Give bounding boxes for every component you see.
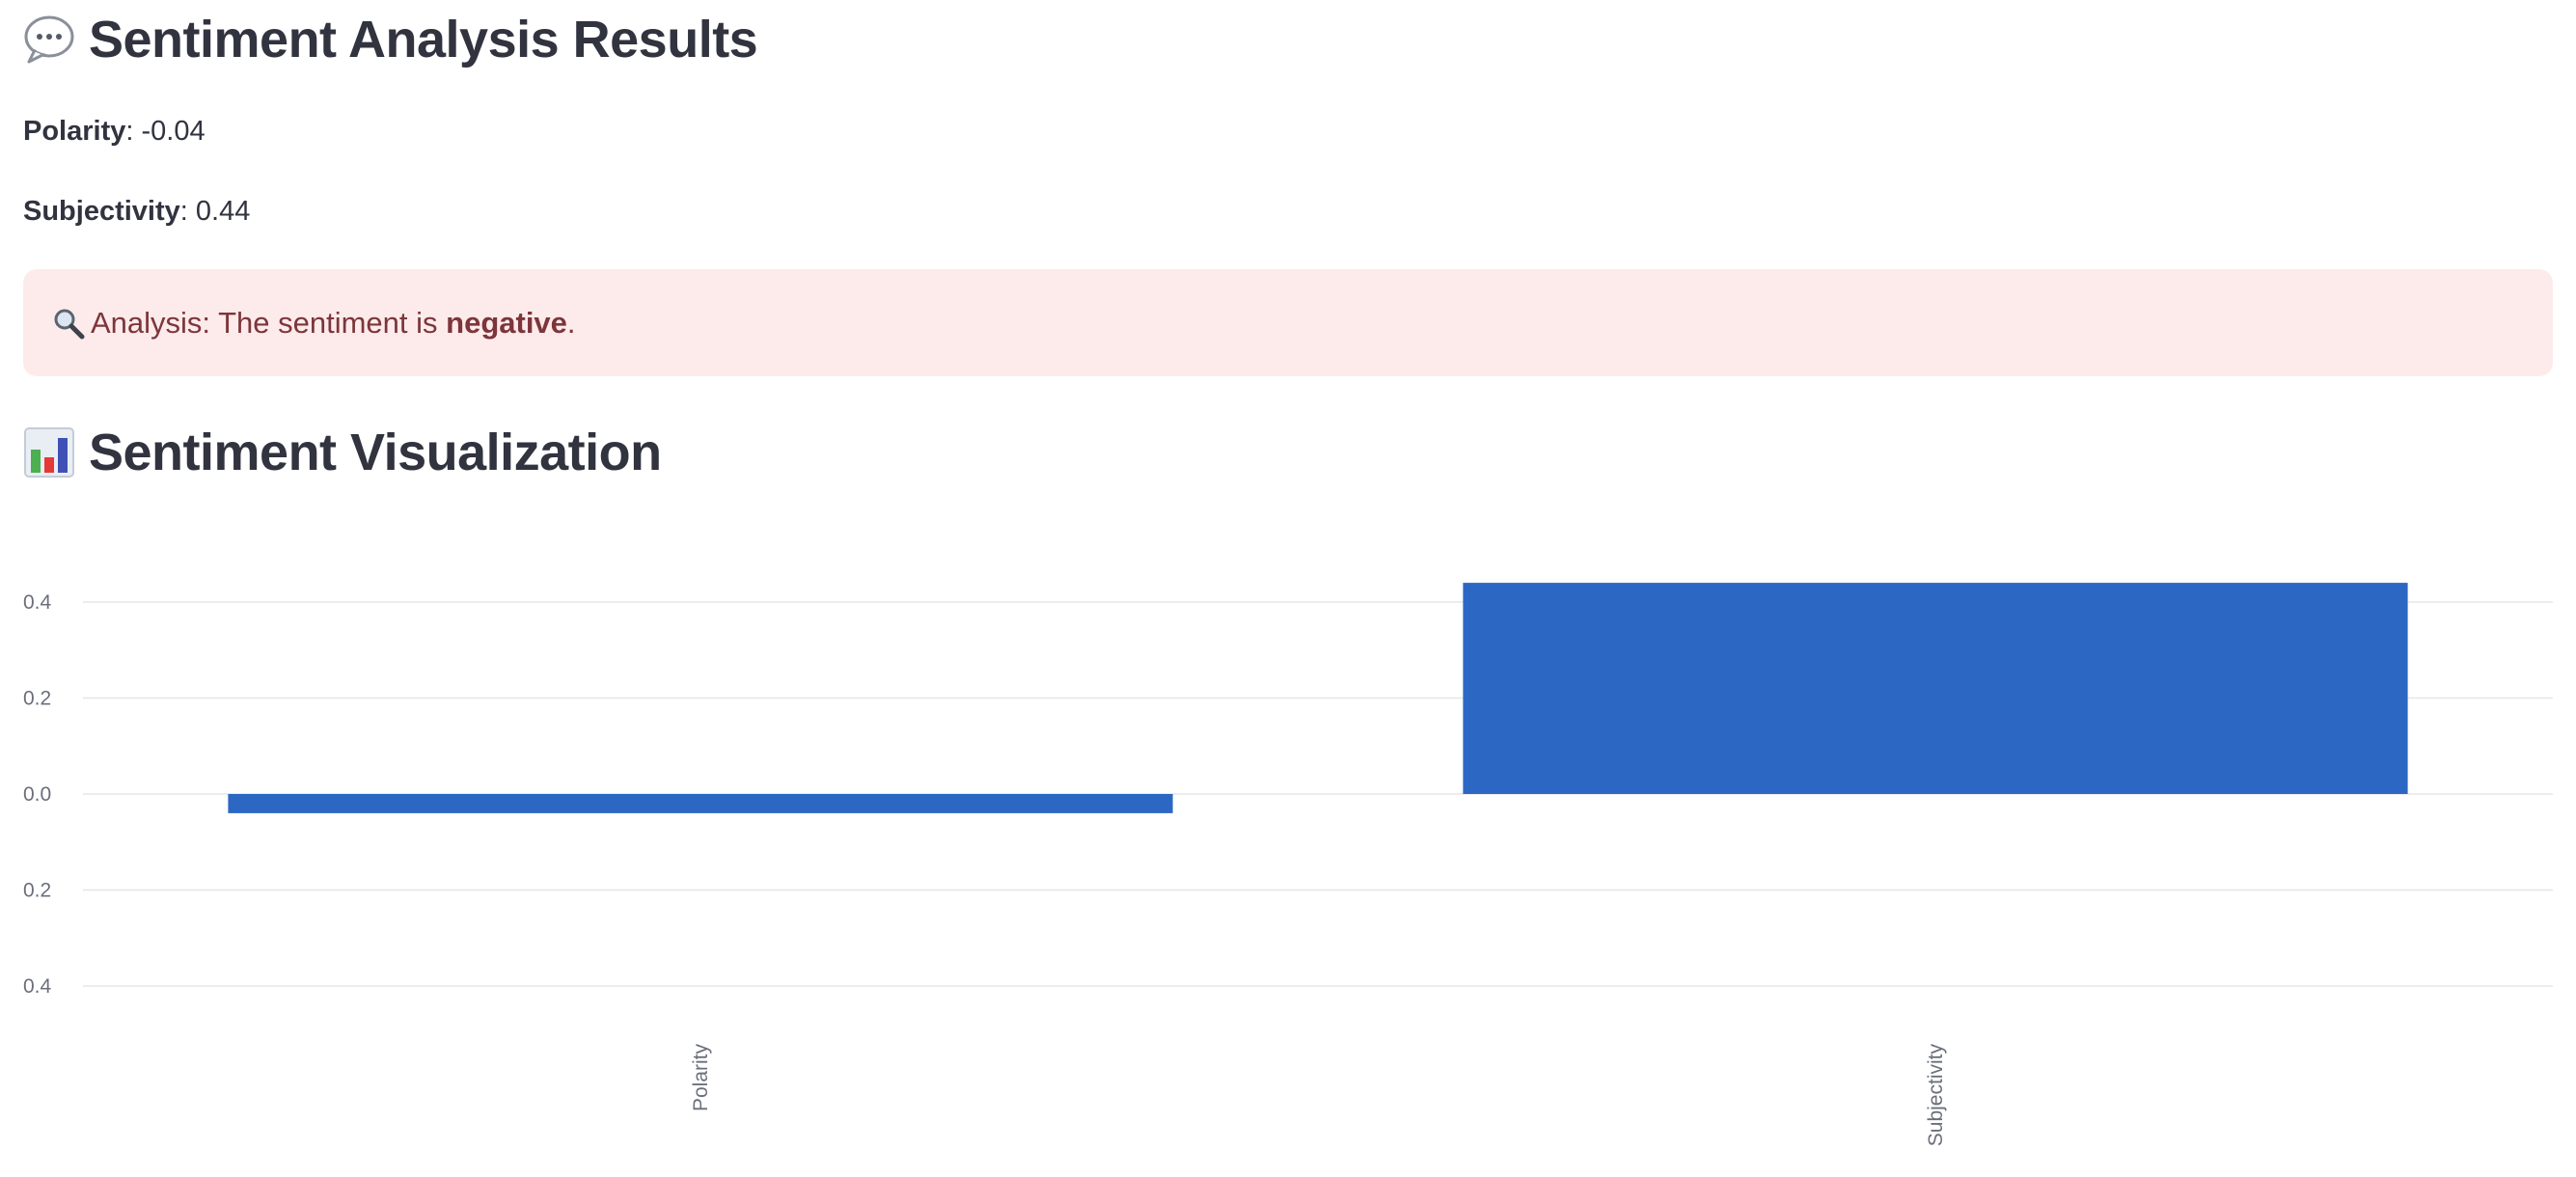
visualization-heading-text: Sentiment Visualization [89, 424, 662, 481]
analysis-alert: Analysis: The sentiment is negative. [23, 269, 2553, 376]
sentiment-bar-chart: 0.4 0.2 0.0 0.2 0.4 Polarity Subjectivity [23, 583, 2553, 1147]
x-tick-label: Subjectivity [1925, 1044, 1947, 1147]
polarity-label: Polarity [23, 116, 126, 147]
polarity-value: -0.04 [141, 116, 206, 147]
subjectivity-value: 0.44 [195, 196, 251, 227]
results-heading: Sentiment Analysis Results [23, 10, 758, 69]
analysis-prefix: Analysis: The sentiment is [91, 305, 447, 340]
magnifier-icon [52, 307, 85, 340]
speech-bubble-icon [23, 14, 75, 66]
results-heading-text: Sentiment Analysis Results [89, 11, 758, 68]
y-tick-label: 0.4 [23, 591, 52, 614]
subjectivity-label: Subjectivity [23, 196, 180, 227]
analysis-sentiment: negative [446, 305, 567, 340]
analysis-suffix: . [566, 305, 576, 340]
y-tick-label: 0.0 [23, 783, 51, 806]
bar-subjectivity[interactable] [1463, 583, 2408, 794]
polarity-metric: Polarity: -0.04 [23, 116, 206, 147]
bar-chart-icon [23, 426, 75, 479]
subjectivity-metric: Subjectivity: 0.44 [23, 196, 251, 227]
y-tick-label: 0.4 [23, 975, 52, 998]
bar-polarity[interactable] [228, 794, 1173, 813]
x-tick-label: Polarity [690, 1044, 712, 1112]
y-tick-label: 0.2 [23, 880, 51, 902]
y-tick-label: 0.2 [23, 688, 51, 710]
visualization-heading: Sentiment Visualization [23, 423, 662, 482]
